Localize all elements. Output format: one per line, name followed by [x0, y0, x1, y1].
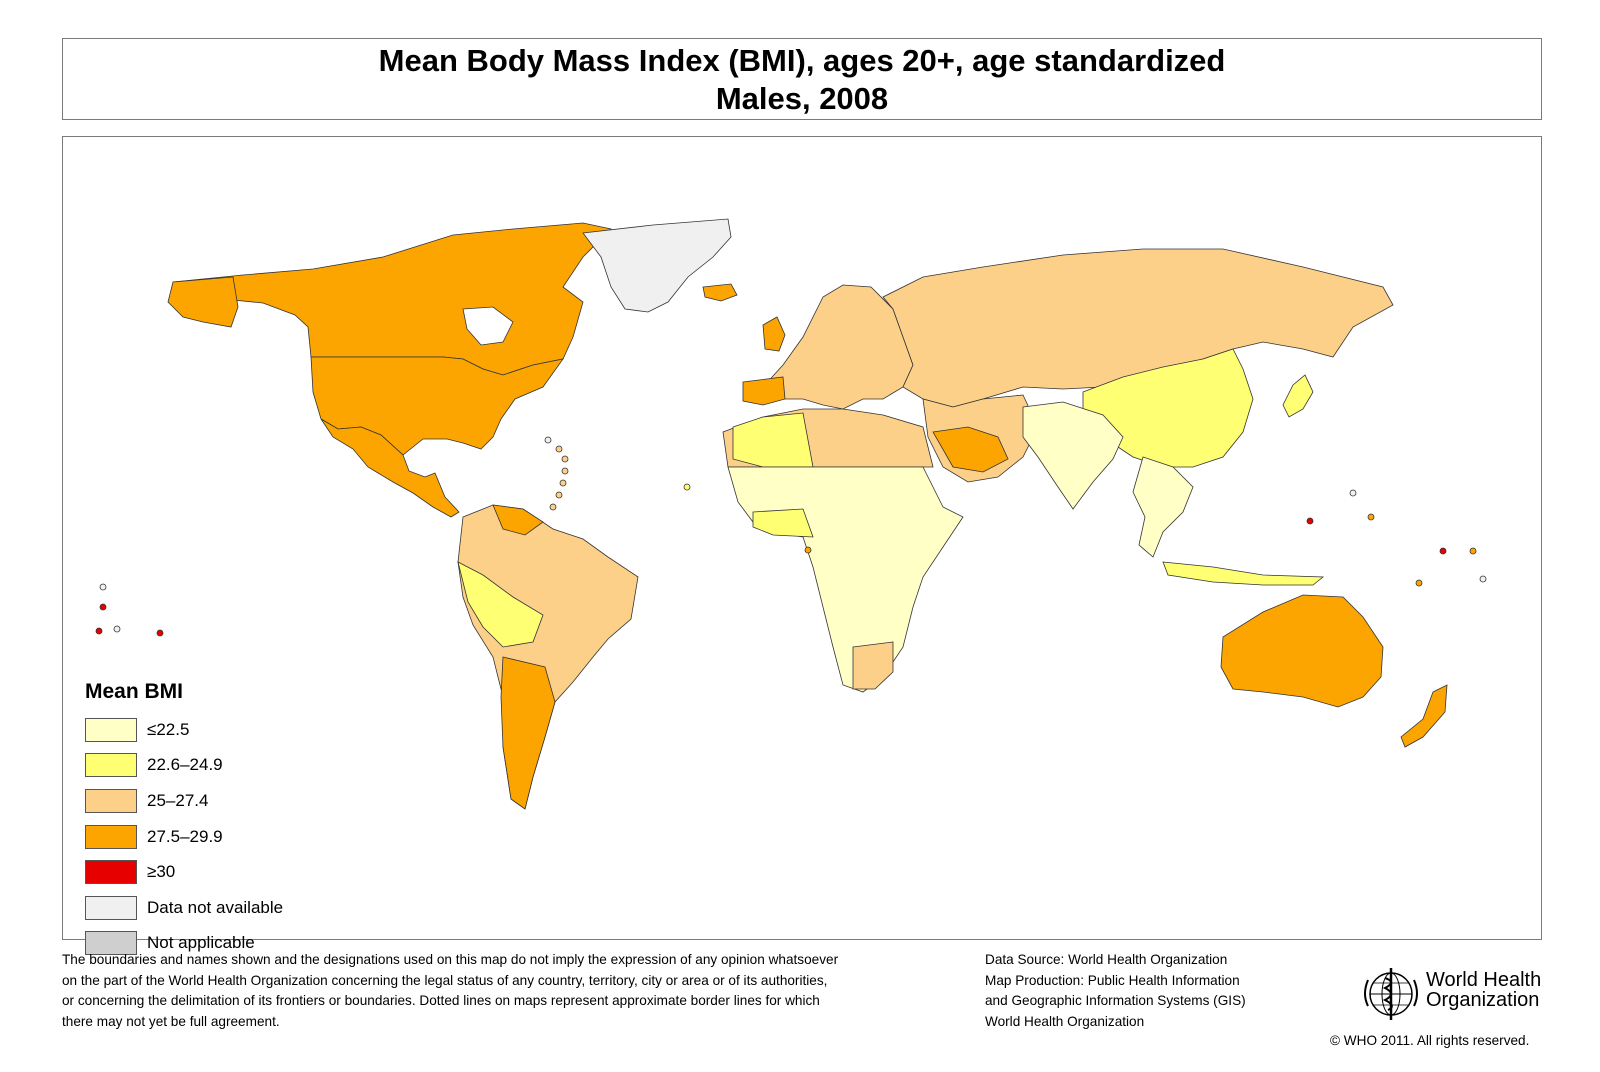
source-line: and Geographic Information Systems (GIS) — [985, 993, 1246, 1008]
source-line: Data Source: World Health Organization — [985, 952, 1228, 967]
island-marker — [1306, 517, 1314, 525]
legend-swatch — [85, 895, 137, 920]
region-japan — [1282, 374, 1314, 418]
region-australia — [1220, 594, 1384, 708]
legend-swatch — [85, 860, 137, 885]
legend-item: 25–27.4 — [85, 783, 283, 819]
who-name: World Health Organization — [1426, 970, 1541, 1010]
world-map — [62, 136, 1542, 940]
legend-label: ≤22.5 — [147, 719, 190, 739]
region-canada — [172, 222, 612, 376]
disclaimer-line: The boundaries and names shown and the d… — [62, 952, 839, 967]
island-marker — [1439, 547, 1447, 555]
map-subtitle: Males, 2008 — [715, 81, 889, 116]
map-legend: Mean BMI ≤22.5 22.6–24.9 25–27.4 27.5–29… — [85, 680, 283, 961]
island-marker — [804, 546, 812, 554]
island-marker — [113, 625, 121, 633]
region-uk — [762, 316, 786, 352]
region-southeast-asia — [1132, 456, 1194, 558]
island-marker — [555, 445, 563, 453]
region-mexico — [320, 418, 460, 518]
legend-label: ≥30 — [147, 862, 176, 882]
legend-item: 22.6–24.9 — [85, 748, 283, 784]
legend-item: ≤22.5 — [85, 712, 283, 748]
copyright-text: © WHO 2011. All rights reserved. — [1330, 1033, 1530, 1048]
legend-swatch — [85, 753, 137, 778]
disclaimer-line: on the part of the World Health Organiza… — [62, 972, 828, 988]
world-map-svg — [95, 218, 1487, 810]
source-line: World Health Organization — [985, 1013, 1145, 1029]
region-peru-bolivia — [457, 561, 544, 648]
legend-swatch — [85, 788, 137, 813]
island-marker — [1367, 513, 1375, 521]
source-line: Map Production: Public Health Informatio… — [985, 972, 1240, 988]
region-new-zealand — [1400, 684, 1448, 748]
island-marker — [555, 491, 563, 499]
legend-swatch — [85, 824, 137, 849]
legend-item: Data not available — [85, 890, 283, 926]
legend-title: Mean BMI — [85, 680, 184, 703]
region-iceland — [702, 283, 738, 302]
region-sub-saharan-africa — [727, 466, 964, 693]
data-source: Data Source: World Health Organization M… — [985, 950, 1285, 1032]
island-marker — [1469, 547, 1477, 555]
region-indonesia — [1162, 561, 1325, 586]
island-marker — [156, 629, 164, 637]
region-south-america — [457, 504, 639, 810]
who-name-line: World Health — [1426, 969, 1542, 991]
legend-swatch — [85, 717, 137, 742]
island-marker — [544, 436, 552, 444]
island-marker — [549, 503, 557, 511]
legend-label: 25–27.4 — [147, 790, 209, 810]
island-marker — [1479, 575, 1487, 583]
island-marker — [99, 603, 107, 611]
legend-item: 27.5–29.9 — [85, 819, 283, 855]
legend-label: 27.5–29.9 — [147, 826, 223, 846]
island-marker — [95, 627, 103, 635]
region-maghreb — [732, 412, 814, 468]
region-argentina — [500, 656, 556, 810]
island-marker — [561, 455, 569, 463]
legend-label: Data not available — [147, 897, 284, 917]
region-greenland — [582, 218, 732, 313]
region-alaska — [167, 276, 239, 328]
map-title: Mean Body Mass Index (BMI), ages 20+, ag… — [378, 43, 1226, 78]
region-west-africa — [752, 508, 814, 538]
map-title-box: Mean Body Mass Index (BMI), ages 20+, ag… — [62, 38, 1542, 120]
region-south-africa — [852, 641, 894, 690]
who-name-line: Organization — [1426, 989, 1540, 1011]
disclaimer-line: there may not yet be full agreement. — [62, 1013, 280, 1029]
disclaimer-text: The boundaries and names shown and the d… — [62, 950, 942, 1032]
legend-item: Not applicable — [85, 926, 283, 962]
who-emblem-icon — [1364, 968, 1418, 1020]
legend-item: ≥30 — [85, 854, 283, 890]
region-india — [1022, 401, 1124, 510]
region-venezuela — [492, 504, 544, 536]
legend-label: Not applicable — [147, 933, 255, 953]
region-saudi-arabia — [932, 426, 1009, 473]
island-marker — [683, 483, 691, 491]
island-marker — [1415, 579, 1423, 587]
legend-swatch — [85, 931, 137, 956]
legend-label: 22.6–24.9 — [147, 755, 223, 775]
island-marker — [1349, 489, 1357, 497]
island-marker — [559, 479, 567, 487]
island-marker — [561, 467, 569, 475]
disclaimer-line: or concerning the delimitation of its fr… — [62, 993, 820, 1008]
region-spain — [742, 376, 786, 406]
island-marker — [99, 583, 107, 591]
